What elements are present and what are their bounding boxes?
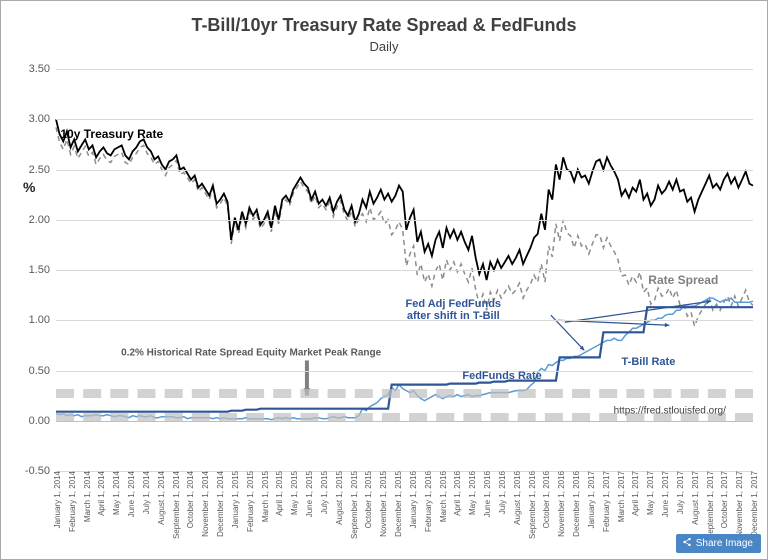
x-tick-label: August 1, 2017	[691, 471, 697, 525]
x-tick-label: September 1, 2017	[706, 471, 712, 539]
annotation-arrowhead	[665, 323, 670, 327]
y-tick-label: 0.50	[29, 365, 56, 377]
gridline	[56, 170, 753, 171]
x-tick-label: January 1, 2016	[409, 471, 415, 528]
chart-title: T-Bill/10yr Treasury Rate Spread & FedFu…	[1, 15, 767, 36]
annotation-arrow	[565, 301, 711, 322]
x-tick-label: May 1, 2017	[646, 471, 652, 515]
y-tick-label: 1.00	[29, 314, 56, 326]
x-tick-label: July 1, 2015	[320, 471, 326, 514]
x-tick-label: April 1, 2017	[631, 471, 637, 516]
x-tick-label: April 1, 2015	[275, 471, 281, 516]
y-tick-label: 2.50	[29, 164, 56, 176]
label-10y-treasury: 10y Treasury Rate	[60, 127, 163, 141]
x-tick-label: January 1, 2015	[231, 471, 237, 528]
x-tick-label: May 1, 2015	[290, 471, 296, 515]
chart-container: T-Bill/10yr Treasury Rate Spread & FedFu…	[0, 0, 768, 560]
x-tick-label: March 1, 2014	[83, 471, 89, 522]
x-tick-label: November 1, 2015	[379, 471, 385, 537]
x-tick-label: March 1, 2016	[439, 471, 445, 522]
x-tick-label: December 1, 2014	[216, 471, 222, 537]
x-tick-label: November 1, 2016	[557, 471, 563, 537]
x-tick-label: June 1, 2015	[305, 471, 311, 517]
gridline	[56, 69, 753, 70]
x-tick-label: February 1, 2015	[246, 471, 252, 532]
x-tick-label: August 1, 2016	[513, 471, 519, 525]
gridline	[56, 371, 753, 372]
label-equity-band: 0.2% Historical Rate Spread Equity Marke…	[121, 348, 381, 359]
x-tick-label: December 1, 2016	[572, 471, 578, 537]
x-tick-label: August 1, 2014	[157, 471, 163, 525]
y-tick-label: 1.50	[29, 264, 56, 276]
equity-peak-band	[56, 389, 753, 398]
x-tick-label: August 1, 2015	[335, 471, 341, 525]
x-tick-label: October 1, 2017	[720, 471, 726, 528]
x-tick-label: January 1, 2017	[587, 471, 593, 528]
x-tick-label: February 1, 2017	[602, 471, 608, 532]
y-tick-label: -0.50	[25, 465, 56, 477]
share-button-label: Share Image	[696, 538, 753, 549]
x-tick-label: February 1, 2014	[68, 471, 74, 532]
y-tick-label: 3.00	[29, 113, 56, 125]
x-tick-label: July 1, 2014	[142, 471, 148, 514]
x-tick-label: May 1, 2016	[468, 471, 474, 515]
series-rate-spread	[56, 127, 753, 326]
x-tick-label: April 1, 2014	[97, 471, 103, 516]
x-tick-label: December 1, 2015	[394, 471, 400, 537]
label-fedfunds: FedFunds Rate	[462, 370, 541, 382]
y-tick-label: 2.00	[29, 214, 56, 226]
x-tick-label: November 1, 2014	[201, 471, 207, 537]
y-axis-label: %	[23, 179, 35, 195]
chart-subtitle: Daily	[1, 39, 767, 54]
x-axis-line	[56, 421, 753, 422]
x-tick-label: December 1, 2017	[750, 471, 756, 537]
x-tick-label: July 1, 2017	[676, 471, 682, 514]
y-tick-label: 0.00	[29, 415, 56, 427]
series-10y-treasury	[56, 119, 753, 280]
x-tick-label: September 1, 2015	[350, 471, 356, 539]
gridline	[56, 119, 753, 120]
y-tick-label: 3.50	[29, 63, 56, 75]
x-tick-label: June 1, 2017	[661, 471, 667, 517]
plot-area: -0.500.000.501.001.502.002.503.003.50Jan…	[56, 69, 753, 471]
x-tick-label: January 1, 2014	[53, 471, 59, 528]
x-tick-label: March 1, 2015	[261, 471, 267, 522]
x-tick-label: October 1, 2016	[542, 471, 548, 528]
x-tick-label: October 1, 2015	[364, 471, 370, 528]
label-tbill: T-Bill Rate	[622, 356, 676, 368]
x-tick-label: April 1, 2016	[453, 471, 459, 516]
label-rate-spread: Rate Spread	[648, 273, 718, 287]
x-tick-label: July 1, 2016	[498, 471, 504, 514]
x-tick-label: February 1, 2016	[424, 471, 430, 532]
x-tick-label: May 1, 2014	[112, 471, 118, 515]
x-tick-label: November 1, 2017	[735, 471, 741, 537]
x-tick-label: March 1, 2017	[617, 471, 623, 522]
x-tick-label: September 1, 2014	[172, 471, 178, 539]
gridline	[56, 320, 753, 321]
x-tick-label: June 1, 2016	[483, 471, 489, 517]
gridline	[56, 270, 753, 271]
share-icon	[682, 537, 692, 550]
x-tick-label: September 1, 2016	[528, 471, 534, 539]
share-image-button[interactable]: Share Image	[676, 534, 761, 553]
label-fed-adj: Fed Adj FedFundsafter shift in T-Bill	[406, 298, 502, 322]
x-tick-label: October 1, 2014	[186, 471, 192, 528]
gridline	[56, 220, 753, 221]
x-tick-label: June 1, 2014	[127, 471, 133, 517]
data-source-link[interactable]: https://fred.stlouisfed.org/	[614, 405, 726, 416]
